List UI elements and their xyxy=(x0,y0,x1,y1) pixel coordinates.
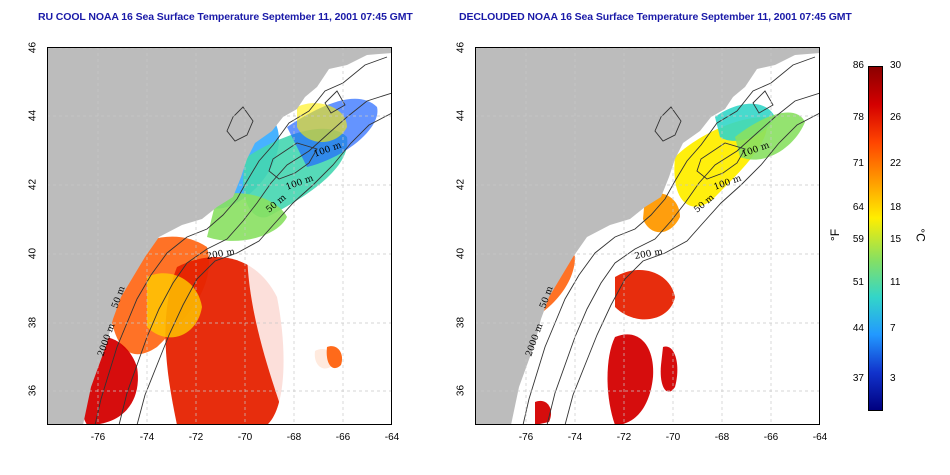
fahrenheit-unit-label: °F xyxy=(828,228,843,242)
left-map-x-tick-label: -68 xyxy=(286,432,302,443)
right-map-sst-region xyxy=(735,112,805,160)
colorbar-fahrenheit-tick: 44 xyxy=(852,323,864,335)
left-map-x-tick-label: -76 xyxy=(90,432,106,443)
colorbar-celsius-tick: 11 xyxy=(890,276,901,288)
colorbar-celsius-tick: 15 xyxy=(890,233,902,245)
left-map-contour-label: 200 m xyxy=(206,247,236,262)
right-map-bathymetry-contour xyxy=(564,112,820,425)
left-map-bathymetry-contour xyxy=(118,92,392,425)
right-map-sst-region xyxy=(535,400,552,425)
right-map-sst-region xyxy=(643,193,680,233)
map-title-left: RU COOL NOAA 16 Sea Surface Temperature … xyxy=(38,11,413,23)
sst-map-declouded: 100 m 100 m 50 m 200 m 50 m 2000 m xyxy=(475,47,820,425)
colorbar-fahrenheit-tick: 51 xyxy=(852,276,864,288)
left-map-frame xyxy=(47,47,392,425)
right-map-x-tick-label: -76 xyxy=(518,432,534,443)
right-map-y-tick-label: 38 xyxy=(455,316,467,329)
left-map-y-tick-label: 44 xyxy=(27,109,39,122)
colorbar-fahrenheit-tick: 78 xyxy=(852,112,864,124)
right-map-x-tick-label: -74 xyxy=(567,432,583,443)
colorbar-celsius-tick: 30 xyxy=(890,60,902,71)
right-map-bathymetry-contour xyxy=(752,90,774,114)
left-map-sst-region xyxy=(147,273,202,338)
right-map-contour-label: 200 m xyxy=(634,247,664,262)
right-map-x-tick-label: -72 xyxy=(616,432,632,443)
left-map-sst-region xyxy=(207,193,287,241)
left-map-x-tick-label: -72 xyxy=(188,432,204,443)
left-map-sst-region xyxy=(326,346,343,369)
sst-map-raw: 100 m 100 m 50 m 200 m 50 m 2000 m xyxy=(47,47,392,425)
right-map-bathymetry-contour xyxy=(654,106,682,142)
colorbar-celsius-tick: 22 xyxy=(890,158,902,170)
colorbar-celsius-tick: 26 xyxy=(890,112,902,124)
left-map-bathymetry-contour xyxy=(268,142,318,180)
colorbar-fahrenheit-tick: 37 xyxy=(852,372,864,384)
right-map-frame xyxy=(475,47,820,425)
left-map-bathymetry-contour xyxy=(226,106,254,142)
right-map-sst-region xyxy=(615,269,675,320)
right-map-y-tick-label: 44 xyxy=(455,109,467,122)
left-map-x-tick-label: -74 xyxy=(139,432,155,443)
colorbar-fahrenheit-tick: 64 xyxy=(852,202,864,214)
colorbar-celsius-tick: 3 xyxy=(890,372,896,384)
right-map-y-tick-label: 36 xyxy=(455,384,467,397)
right-map-bathymetry-contour xyxy=(546,92,820,425)
colorbar-celsius-tick: 7 xyxy=(890,323,896,335)
left-map-y-tick-label: 46 xyxy=(27,41,39,54)
celsius-unit-label: °C xyxy=(913,228,928,242)
left-map-x-tick-label: -64 xyxy=(384,432,400,443)
left-map-bathymetry-contour xyxy=(324,90,346,114)
right-map-x-tick-label: -66 xyxy=(763,432,779,443)
right-map-sst-region xyxy=(607,334,654,425)
left-map-y-tick-label: 40 xyxy=(27,247,39,260)
left-map-x-tick-label: -66 xyxy=(335,432,351,443)
right-map-bathymetry-contour xyxy=(696,142,746,180)
right-map-bathymetry-contour xyxy=(522,56,816,425)
right-map-x-tick-label: -64 xyxy=(812,432,828,443)
left-map-bathymetry-contour xyxy=(136,112,392,425)
left-map-land xyxy=(47,47,392,425)
left-map-sst-region xyxy=(297,103,347,142)
left-map-y-tick-label: 36 xyxy=(27,384,39,397)
right-map-x-tick-label: -70 xyxy=(665,432,681,443)
left-map-bathymetry-contour xyxy=(94,56,388,425)
colorbar-fahrenheit-tick: 71 xyxy=(852,158,864,170)
right-map-y-tick-label: 46 xyxy=(455,41,467,54)
right-map-y-tick-label: 42 xyxy=(455,178,467,191)
right-map-land xyxy=(475,47,820,425)
left-map-x-tick-label: -70 xyxy=(237,432,253,443)
colorbar-fahrenheit-tick: 86 xyxy=(852,60,864,71)
colorbar-celsius-tick: 18 xyxy=(890,202,902,214)
right-map-sst-region xyxy=(660,346,678,392)
map-title-right: DECLOUDED NOAA 16 Sea Surface Temperatur… xyxy=(459,11,852,23)
right-map-x-tick-label: -68 xyxy=(714,432,730,443)
left-map-cloud-gap xyxy=(247,243,392,425)
colorbar-fahrenheit-tick: 59 xyxy=(852,233,864,245)
temperature-colorbar xyxy=(868,66,883,411)
left-map-y-tick-label: 38 xyxy=(27,316,39,329)
left-map-y-tick-label: 42 xyxy=(27,178,39,191)
right-map-y-tick-label: 40 xyxy=(455,247,467,260)
